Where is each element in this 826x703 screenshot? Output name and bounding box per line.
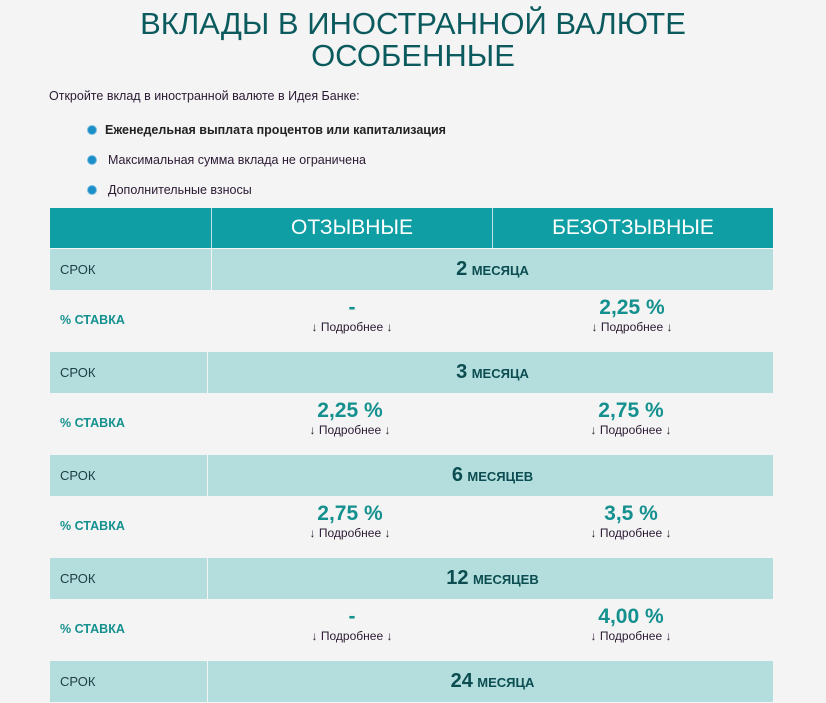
irrevocable-rate: 3,5 % bbox=[604, 502, 658, 525]
term-unit: МЕСЯЦА bbox=[471, 366, 529, 381]
rate-row: % СТАВКА - ↓ Подробнее ↓ 2,25 % ↓ Подроб… bbox=[50, 290, 773, 351]
revocable-rate: 2,75 % bbox=[317, 502, 383, 525]
rate-row: % СТАВКА - ↓ Подробнее ↓ 4,00 % ↓ Подроб… bbox=[50, 599, 773, 660]
term-label: СРОК bbox=[60, 571, 96, 586]
irrevocable-rate-cell: 2,75 % ↓ Подробнее ↓ bbox=[551, 399, 711, 437]
revocable-rate-cell: 2,25 % ↓ Подробнее ↓ bbox=[270, 399, 430, 437]
feature-text: Максимальная сумма вклада не ограничена bbox=[108, 153, 366, 167]
term-row: СРОК 24 МЕСЯЦА bbox=[50, 660, 773, 702]
page-title: ВКЛАДЫ В ИНОСТРАННОЙ ВАЛЮТЕ ОСОБЕННЫЕ bbox=[0, 8, 826, 72]
term-value: 2 МЕСЯЦА bbox=[212, 249, 773, 291]
term-label: СРОК bbox=[60, 365, 96, 380]
revocable-rate: - bbox=[348, 605, 356, 628]
bullet-icon bbox=[88, 126, 96, 134]
details-link[interactable]: ↓ Подробнее ↓ bbox=[311, 320, 393, 334]
feature-text: Еженедельная выплата процентов или капит… bbox=[105, 123, 446, 137]
term-value: 24 МЕСЯЦА bbox=[212, 661, 773, 703]
term-row: СРОК 3 МЕСЯЦА bbox=[50, 351, 773, 393]
term-unit: МЕСЯЦЕВ bbox=[472, 572, 539, 587]
bullet-icon bbox=[88, 186, 96, 194]
term-number: 3 bbox=[456, 361, 468, 383]
deposit-rates-table: ОТЗЫВНЫЕ БЕЗОТЗЫВНЫЕ СРОК 2 МЕСЯЦА % СТА… bbox=[50, 208, 773, 702]
feature-item: Еженедельная выплата процентов или капит… bbox=[88, 118, 446, 148]
table-header: ОТЗЫВНЫЕ БЕЗОТЗЫВНЫЕ bbox=[50, 208, 773, 248]
header-irrevocable: БЕЗОТЗЫВНЫЕ bbox=[552, 216, 714, 239]
bullet-icon bbox=[88, 156, 96, 164]
intro-text: Откройте вклад в иностранной валюте в Ид… bbox=[49, 89, 360, 103]
details-link[interactable]: ↓ Подробнее ↓ bbox=[309, 526, 391, 540]
term-number: 12 bbox=[446, 567, 469, 589]
revocable-rate: - bbox=[348, 296, 356, 319]
rate-label: % СТАВКА bbox=[60, 622, 125, 636]
cell-divider bbox=[207, 661, 208, 702]
details-link[interactable]: ↓ Подробнее ↓ bbox=[590, 423, 672, 437]
rate-label: % СТАВКА bbox=[60, 313, 125, 327]
term-unit: МЕСЯЦА bbox=[471, 263, 529, 278]
irrevocable-rate-cell: 4,00 % ↓ Подробнее ↓ bbox=[551, 605, 711, 643]
header-revocable: ОТЗЫВНЫЕ bbox=[212, 208, 493, 248]
details-link[interactable]: ↓ Подробнее ↓ bbox=[590, 526, 672, 540]
revocable-rate-cell: - ↓ Подробнее ↓ bbox=[272, 605, 432, 643]
irrevocable-rate: 2,75 % bbox=[598, 399, 664, 422]
cell-divider bbox=[207, 455, 208, 496]
term-number: 6 bbox=[451, 464, 463, 486]
cell-divider bbox=[211, 249, 212, 290]
term-number: 2 bbox=[456, 258, 468, 280]
term-unit: МЕСЯЦЕВ bbox=[467, 469, 534, 484]
revocable-rate-cell: 2,75 % ↓ Подробнее ↓ bbox=[270, 502, 430, 540]
header-empty-cell bbox=[50, 208, 212, 248]
irrevocable-rate: 4,00 % bbox=[598, 605, 664, 628]
rate-row: % СТАВКА 2,75 % ↓ Подробнее ↓ 3,5 % ↓ По… bbox=[50, 496, 773, 557]
page-title-line1: ВКЛАДЫ В ИНОСТРАННОЙ ВАЛЮТЕ bbox=[140, 6, 686, 41]
revocable-rate: 2,25 % bbox=[317, 399, 383, 422]
details-link[interactable]: ↓ Подробнее ↓ bbox=[311, 629, 393, 643]
feature-item: Максимальная сумма вклада не ограничена bbox=[88, 148, 446, 178]
irrevocable-rate-cell: 3,5 % ↓ Подробнее ↓ bbox=[551, 502, 711, 540]
term-value: 12 МЕСЯЦЕВ bbox=[212, 558, 773, 600]
details-link[interactable]: ↓ Подробнее ↓ bbox=[309, 423, 391, 437]
revocable-rate-cell: - ↓ Подробнее ↓ bbox=[272, 296, 432, 334]
term-number: 24 bbox=[450, 670, 473, 692]
details-link[interactable]: ↓ Подробнее ↓ bbox=[590, 629, 672, 643]
details-link[interactable]: ↓ Подробнее ↓ bbox=[591, 320, 673, 334]
term-row: СРОК 2 МЕСЯЦА bbox=[50, 248, 773, 290]
term-row: СРОК 12 МЕСЯЦЕВ bbox=[50, 557, 773, 599]
feature-list: Еженедельная выплата процентов или капит… bbox=[88, 118, 446, 208]
term-label: СРОК bbox=[60, 674, 96, 689]
term-value: 3 МЕСЯЦА bbox=[212, 352, 773, 394]
irrevocable-rate-cell: 2,25 % ↓ Подробнее ↓ bbox=[552, 296, 712, 334]
feature-text: Дополнительные взносы bbox=[108, 183, 252, 197]
term-row: СРОК 6 МЕСЯЦЕВ bbox=[50, 454, 773, 496]
cell-divider bbox=[207, 352, 208, 393]
feature-item: Дополнительные взносы bbox=[88, 178, 446, 208]
irrevocable-rate: 2,25 % bbox=[599, 296, 665, 319]
term-value: 6 МЕСЯЦЕВ bbox=[212, 455, 773, 497]
cell-divider bbox=[207, 558, 208, 599]
rate-label: % СТАВКА bbox=[60, 519, 125, 533]
term-label: СРОК bbox=[60, 468, 96, 483]
rate-label: % СТАВКА bbox=[60, 416, 125, 430]
term-unit: МЕСЯЦА bbox=[477, 675, 535, 690]
page-title-line2: ОСОБЕННЫЕ bbox=[311, 38, 515, 73]
rate-row: % СТАВКА 2,25 % ↓ Подробнее ↓ 2,75 % ↓ П… bbox=[50, 393, 773, 454]
term-label: СРОК bbox=[60, 262, 96, 277]
